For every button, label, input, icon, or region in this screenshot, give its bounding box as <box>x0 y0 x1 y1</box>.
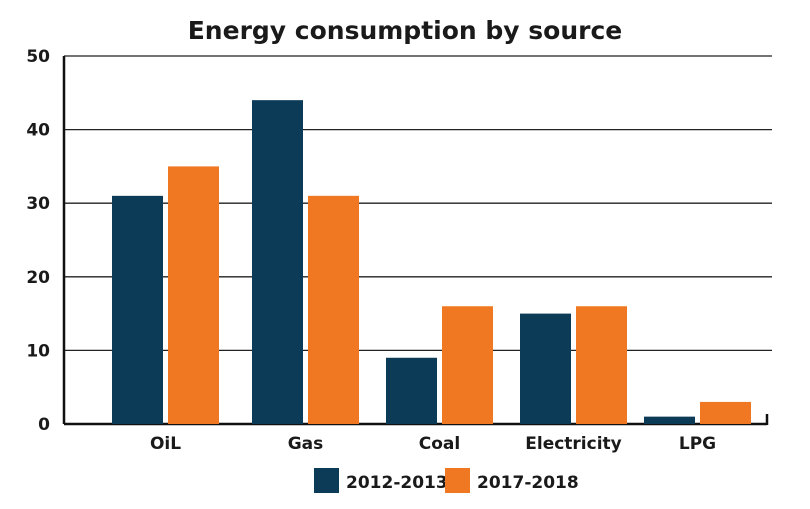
legend-label: 2017-2018 <box>477 473 579 493</box>
bar-lpg-2017-2018 <box>700 401 751 424</box>
x-tick-label: Electricity <box>525 434 622 454</box>
y-tick-label: 20 <box>26 268 50 288</box>
bar-coal-2012-2013 <box>386 357 437 424</box>
legend-swatch <box>314 468 339 493</box>
x-tick-label: Coal <box>419 434 460 454</box>
chart-title: Energy consumption by source <box>187 16 623 45</box>
bar-lpg-2012-2013 <box>644 416 695 424</box>
x-tick-label: LPG <box>679 434 716 454</box>
x-tick-label: Gas <box>288 434 324 454</box>
legend: 2012-2013 2017-2018 <box>314 468 579 493</box>
y-tick-labels: 0 10 20 30 40 50 <box>26 47 50 435</box>
bar-coal-2017-2018 <box>442 306 493 424</box>
x-tick-label: OiL <box>150 434 181 454</box>
bar-gas-2017-2018 <box>308 195 359 424</box>
bar-electricity-2012-2013 <box>520 313 571 424</box>
bars <box>112 100 751 424</box>
y-tick-label: 0 <box>38 415 50 435</box>
legend-swatch <box>445 468 470 493</box>
bar-electricity-2017-2018 <box>576 306 627 424</box>
y-tick-label: 10 <box>26 341 50 361</box>
bar-oil-2017-2018 <box>168 166 219 424</box>
y-tick-label: 40 <box>26 121 50 141</box>
y-tick-label: 50 <box>26 47 50 67</box>
bar-gas-2012-2013 <box>252 100 303 424</box>
y-tick-label: 30 <box>26 194 50 214</box>
x-tick-labels: OiL Gas Coal Electricity LPG <box>150 434 716 454</box>
legend-label: 2012-2013 <box>346 473 448 493</box>
bar-oil-2012-2013 <box>112 195 163 424</box>
